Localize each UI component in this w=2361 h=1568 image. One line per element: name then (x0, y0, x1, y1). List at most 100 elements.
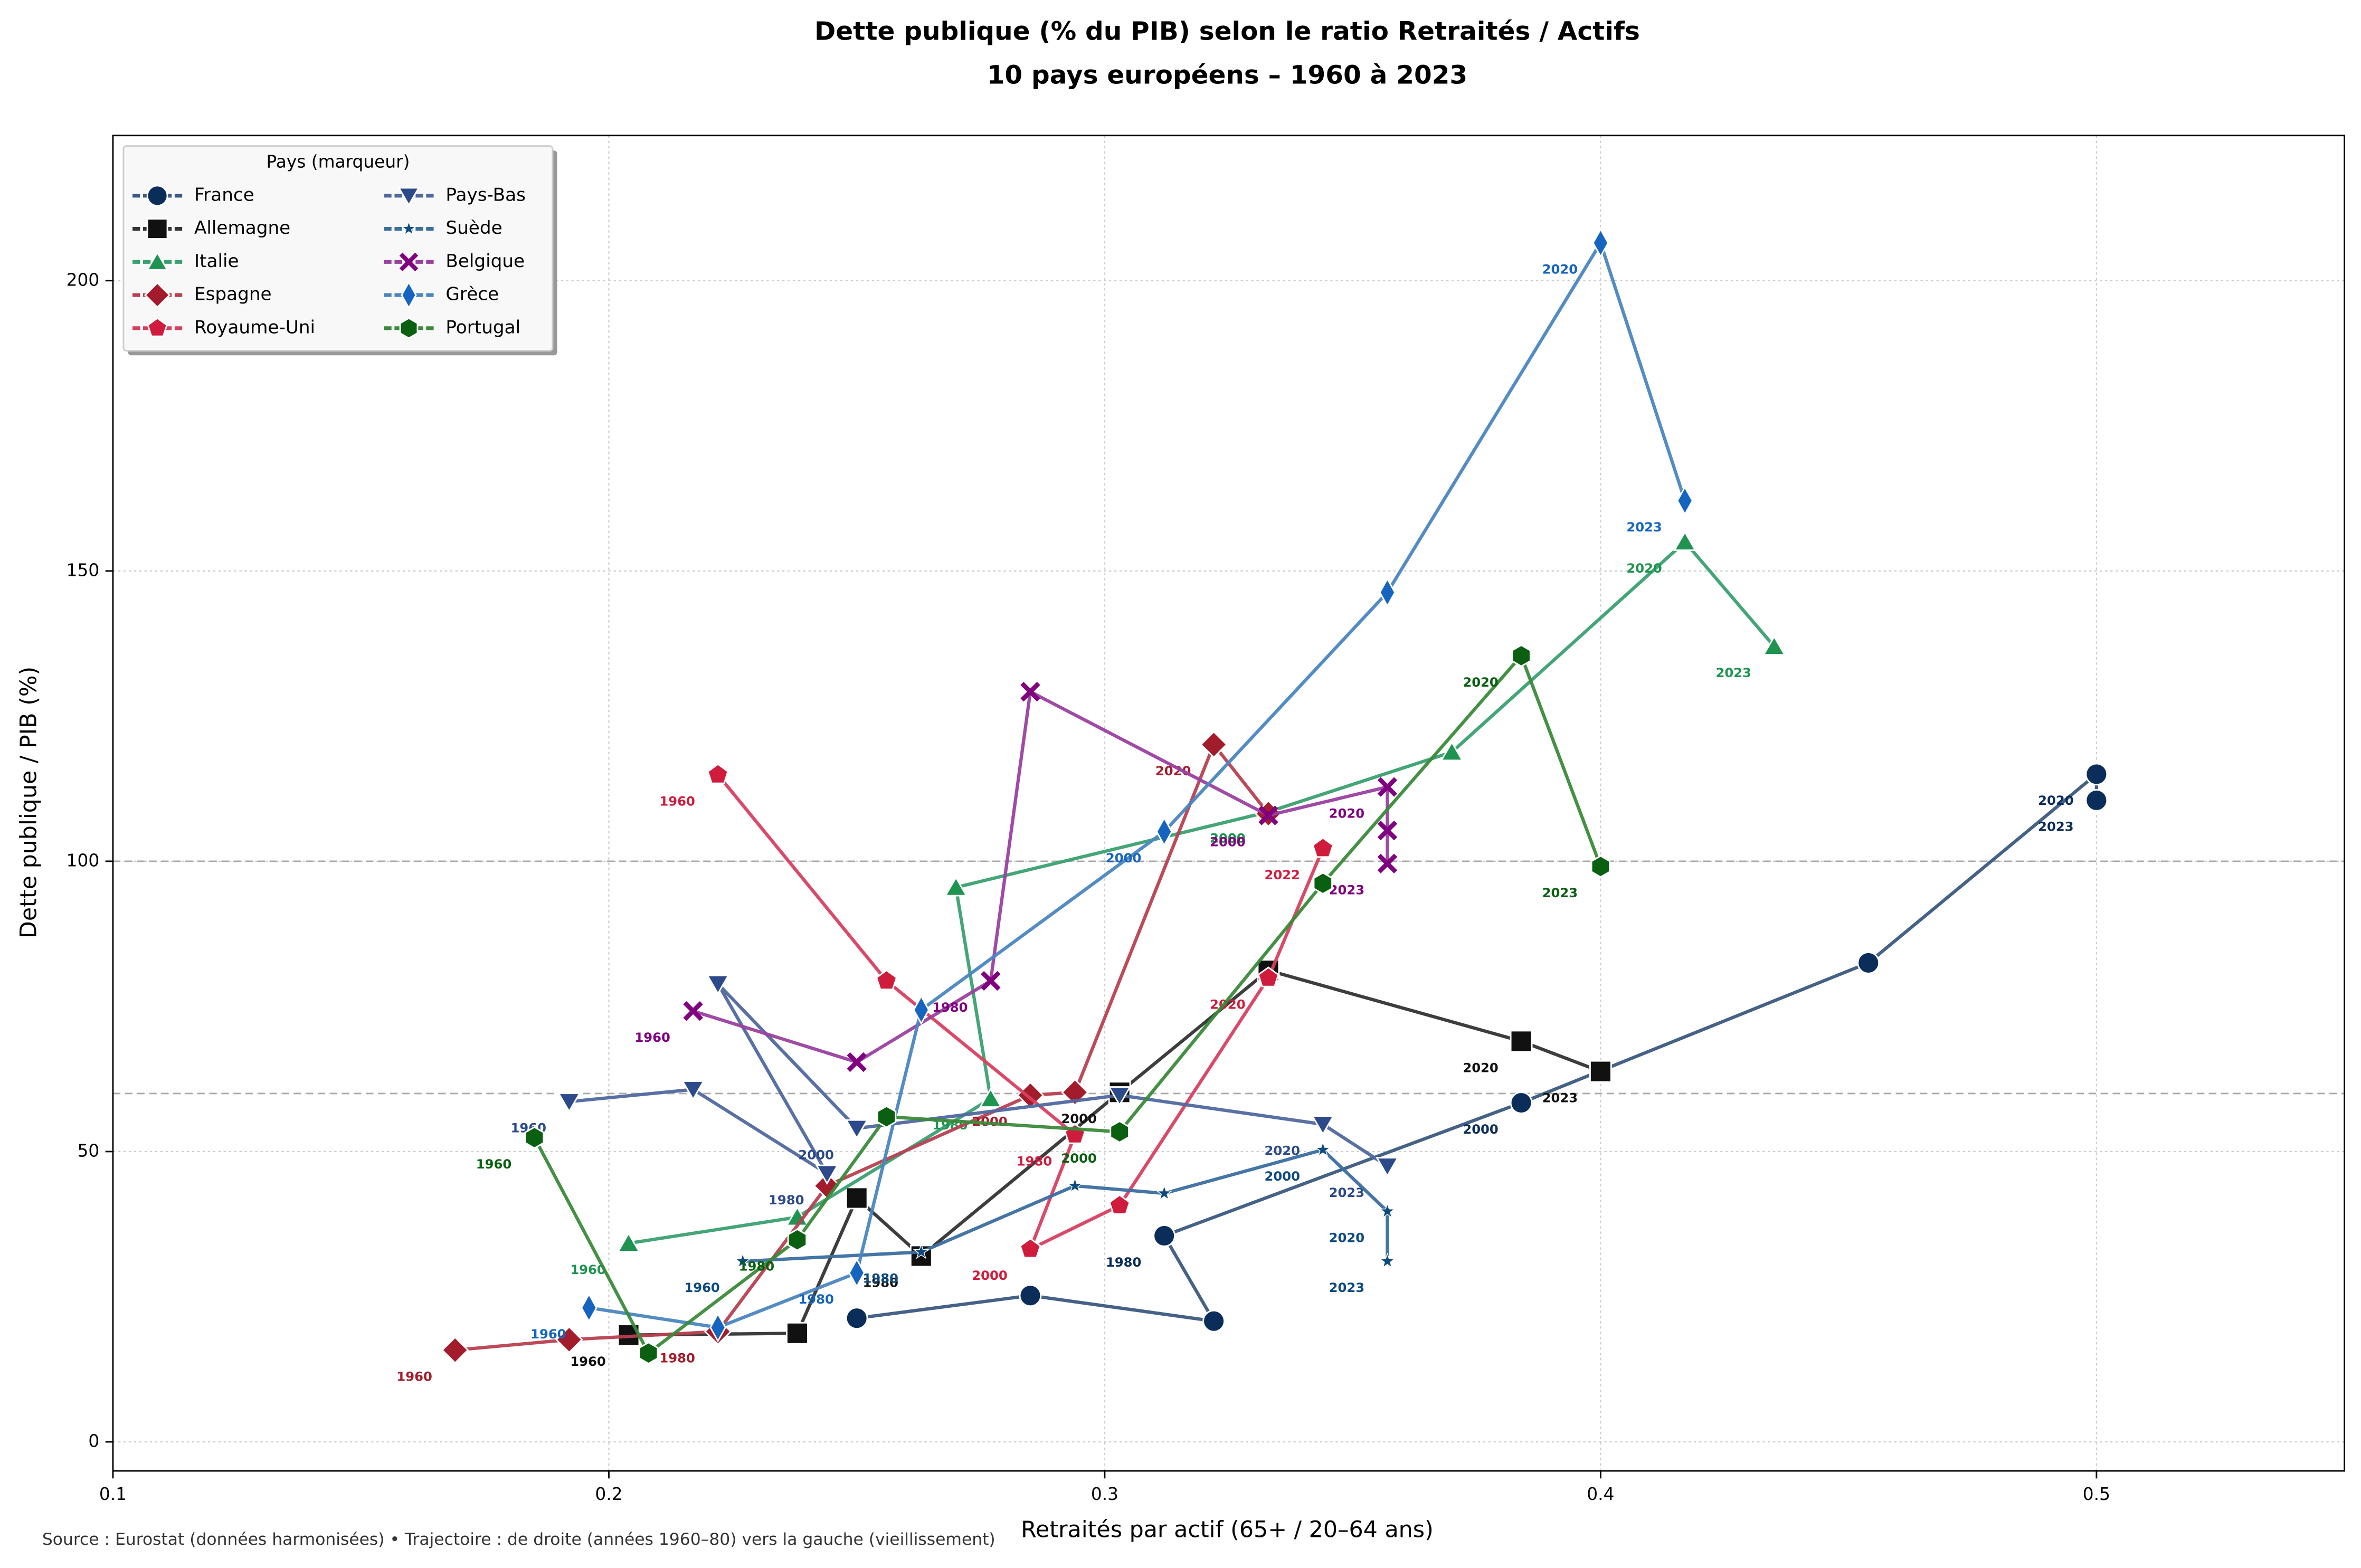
marker (1377, 777, 1398, 797)
legend-label: Pays-Bas (445, 184, 526, 205)
x-tick-label: 0.1 (99, 1484, 127, 1504)
year-label: 2000 (1106, 850, 1141, 866)
marker (1510, 1030, 1533, 1053)
marker (1258, 805, 1278, 825)
marker (1676, 486, 1694, 516)
year-label: 1980 (659, 1350, 695, 1365)
marker (1066, 1177, 1084, 1193)
marker (144, 282, 171, 309)
marker (734, 1252, 751, 1269)
marker (875, 969, 898, 991)
legend-label: Portugal (445, 317, 520, 338)
series: 1960 1980 2000 2020 2023 (634, 681, 1398, 1072)
legend-item: Grèce (384, 280, 499, 310)
series-line (568, 982, 1389, 1175)
marker (1107, 1086, 1132, 1107)
year-label: 2000 (1265, 1168, 1300, 1184)
legend-title: Pays (marqueur) (266, 152, 410, 172)
legend-box (122, 145, 554, 352)
marker (1200, 730, 1228, 759)
marker (557, 1092, 581, 1113)
marker (401, 280, 417, 310)
year-label: 2023 (1626, 519, 1662, 535)
year-label: 1980 (863, 1271, 898, 1286)
marker (979, 1087, 1003, 1108)
marker (146, 185, 168, 207)
marker (1314, 1141, 1331, 1157)
marker (847, 1052, 867, 1072)
y-axis-label: Dette publique / PIB (%) (16, 667, 42, 938)
legend-item: Italie (132, 251, 239, 272)
legend-item: Allemagne (132, 217, 290, 240)
y-tick-label: 0 (88, 1431, 99, 1451)
marker (706, 974, 730, 995)
marker (1108, 1194, 1131, 1215)
marker (1440, 740, 1464, 762)
marker (787, 1228, 808, 1251)
marker (441, 1336, 469, 1364)
year-label: 1960 (659, 793, 695, 809)
year-label: 2020 (1626, 560, 1662, 576)
series: 1960 1980 2000 2020 2022 (659, 763, 1334, 1283)
marker (1379, 1202, 1396, 1219)
marker (1762, 635, 1786, 655)
marker (1590, 855, 1611, 878)
axes-frame (112, 135, 2346, 1472)
source-note: Source : Eurostat (données harmonisées) … (42, 1530, 995, 1549)
year-label: 2020 (1329, 805, 1364, 821)
year-label: 2020 (2038, 793, 2073, 808)
year-label: 2023 (1715, 665, 1751, 680)
series-line (589, 241, 1687, 1329)
marker (981, 971, 1001, 991)
marker (580, 1293, 598, 1323)
legend: Pays (marqueur) France Allemagne Italie Espa… (122, 145, 557, 356)
x-tick-label: 0.3 (1091, 1484, 1118, 1504)
year-label: 2023 (1542, 1090, 1578, 1105)
marker (147, 317, 168, 337)
legend-item: Suède (384, 217, 502, 239)
marker (707, 763, 729, 784)
marker (681, 1080, 705, 1101)
year-label: 1980 (798, 1291, 833, 1307)
year-label: 2000 (1061, 1151, 1096, 1166)
year-label: 2000 (798, 1147, 833, 1162)
legend-item: Pays-Bas (384, 184, 526, 207)
legend-item: Portugal (384, 317, 520, 339)
legend-label: Espagne (194, 284, 272, 305)
marker (913, 1243, 930, 1259)
year-label: 1980 (1017, 1153, 1052, 1168)
x-tick-label: 0.5 (2083, 1484, 2110, 1504)
y-tick-label: 150 (67, 560, 100, 580)
marker (848, 1258, 866, 1288)
marker (845, 1307, 868, 1330)
legend-label: Italie (194, 251, 239, 272)
chart-title: Dette publique (% du PIB) selon le ratio… (814, 17, 1640, 46)
year-label: 2000 (1061, 1111, 1096, 1126)
year-label: 2023 (1329, 882, 1364, 898)
year-label: 2000 (1210, 831, 1245, 846)
legend-label: France (194, 184, 254, 205)
legend-item: Espagne (132, 282, 272, 309)
marker (1020, 681, 1040, 702)
marker (2085, 788, 2108, 812)
y-tick-label: 200 (67, 270, 100, 290)
marker (1379, 1252, 1396, 1269)
marker (1313, 872, 1333, 895)
legend-label: Suède (445, 217, 502, 239)
plot-area: 0.1 0.2 0.3 0.4 0.5 0 50 100 150 200 1980 2000 2020 2… (67, 135, 2346, 1504)
series: 1960 1980 2000 2020 2023 (570, 959, 1612, 1369)
y-tick-label: 50 (78, 1141, 100, 1161)
year-label: 1960 (684, 1280, 719, 1295)
marker (1202, 1309, 1225, 1333)
marker (1019, 1284, 1042, 1307)
marker (683, 1001, 703, 1021)
legend-label: Royaume-Uni (194, 317, 315, 338)
series: 1960 1980 2000 2020 2023 (511, 974, 1399, 1208)
year-label: 2023 (1542, 885, 1578, 900)
year-label: 2000 (1463, 1122, 1498, 1137)
marker (399, 252, 419, 272)
marker (815, 1164, 839, 1185)
chart-subtitle: 10 pays européens – 1960 à 2023 (987, 60, 1467, 90)
year-label: 1980 (1106, 1255, 1141, 1270)
